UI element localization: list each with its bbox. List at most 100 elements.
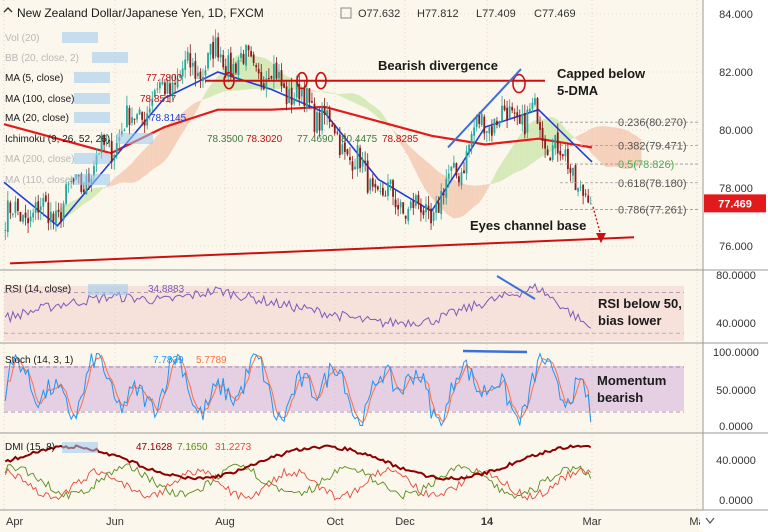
candle-body: [447, 173, 450, 179]
ichimoku-cloud: [616, 127, 619, 168]
ichimoku-cloud: [593, 127, 596, 158]
ichimoku-cloud: [311, 89, 315, 92]
ichimoku-cloud: [413, 150, 416, 172]
ichimoku-cloud: [121, 170, 125, 183]
ichimoku-cloud: [433, 167, 437, 204]
price-tick-label: 84.000: [719, 9, 753, 21]
scroll-down-icon: [705, 517, 715, 524]
candle-body: [490, 126, 493, 136]
resistance-circle: [296, 71, 308, 90]
ichimoku-cloud: [96, 187, 100, 195]
candle-body: [523, 112, 526, 135]
last-price-tag: [704, 194, 766, 213]
ichimoku-cloud: [560, 122, 563, 147]
indicator-controls: [62, 32, 98, 43]
ichimoku-cloud: [621, 128, 624, 169]
ichimoku-cloud: [451, 178, 454, 219]
ichimoku-cloud: [185, 108, 188, 129]
dmi-tick-label: 40.0000: [716, 455, 756, 467]
candle-body: [361, 158, 364, 167]
candle-body: [508, 106, 511, 119]
rsi-annotation: RSI below 50,: [598, 296, 682, 311]
ichimoku-cloud: [474, 185, 477, 207]
chart-title: New Zealand Dollar/Japanese Yen, 1D, FXC…: [17, 6, 264, 20]
ichimoku-cloud: [489, 180, 492, 187]
ichimoku-cloud: [372, 105, 376, 116]
candle-body: [250, 50, 253, 57]
rsi-tick-label: 80.0000: [716, 270, 756, 282]
ichimoku-cloud: [365, 99, 368, 110]
capped-annotation: 5-DMA: [557, 83, 599, 98]
candle-body: [379, 190, 382, 192]
ichimoku-cloud: [458, 181, 462, 218]
candle-body: [240, 53, 242, 58]
candle-body: [202, 77, 204, 82]
candle-body: [567, 148, 569, 169]
candle-body: [49, 211, 52, 222]
ichimoku-cloud: [152, 138, 155, 170]
ichimoku-cloud: [517, 135, 520, 172]
candle-body: [141, 112, 144, 120]
candle-body: [100, 134, 103, 153]
candle-body: [549, 157, 552, 161]
stoch-divergence-line: [462, 349, 528, 354]
candle-body: [435, 203, 438, 213]
stoch-annotation: Momentum: [597, 373, 666, 388]
candle-body: [47, 202, 50, 224]
candle-body: [235, 63, 237, 73]
fib-label: 0.236(80.270): [618, 117, 687, 129]
ichimoku-cloud: [393, 129, 396, 136]
channel-base-line: [9, 236, 635, 265]
candle-body: [255, 65, 258, 68]
candle-body: [293, 98, 296, 104]
candle-body: [513, 112, 516, 114]
candle-body: [561, 154, 564, 157]
stoch-label: Stoch (14, 3, 1): [5, 355, 73, 366]
ichimoku-cloud: [134, 157, 138, 183]
candle-body: [404, 215, 407, 219]
candle-body: [207, 52, 209, 69]
ichimoku-cloud: [167, 122, 171, 158]
candle-body: [93, 166, 95, 177]
candle-body: [217, 37, 220, 58]
ichimoku-cloud: [382, 114, 386, 124]
ichimoku-value: 78.3020: [246, 134, 283, 145]
candle-body: [465, 151, 468, 174]
candle-body: [115, 142, 118, 155]
candle-body: [229, 52, 232, 77]
candle-body: [39, 206, 42, 211]
candle-body: [412, 200, 415, 208]
candle-body: [298, 83, 301, 100]
candle-body: [171, 82, 174, 97]
ichimoku-cloud: [180, 112, 183, 137]
ichimoku-cloud: [377, 109, 381, 120]
ichimoku-cloud: [496, 166, 500, 183]
candle-body: [44, 195, 47, 202]
candle-body: [275, 62, 278, 79]
candle-body: [237, 60, 240, 76]
price-tick-label: 78.000: [719, 183, 753, 195]
rsi-controls: [88, 284, 128, 295]
ichimoku-cloud: [109, 180, 112, 187]
ichimoku-cloud: [532, 120, 535, 164]
ichimoku-cloud: [431, 165, 434, 201]
ichimoku-cloud: [131, 159, 135, 183]
ichimoku-cloud: [114, 176, 117, 186]
ichimoku-cloud: [636, 135, 639, 167]
ichimoku-cloud: [418, 154, 421, 182]
candle-body: [146, 113, 149, 126]
candle-body: [161, 81, 164, 85]
candle-body: [478, 114, 481, 124]
candle-body: [341, 144, 344, 155]
ichimoku-cloud: [208, 85, 211, 98]
ichimoku-cloud: [395, 131, 399, 140]
candle-body: [262, 83, 265, 90]
candle-body: [247, 45, 250, 51]
ichimoku-cloud: [195, 101, 198, 113]
candle-body: [582, 184, 585, 196]
candle-body: [270, 75, 273, 79]
fib-label: 0.382(79.471): [618, 140, 687, 152]
time-tick-label: Aug: [215, 516, 235, 528]
candle-body: [176, 78, 179, 88]
